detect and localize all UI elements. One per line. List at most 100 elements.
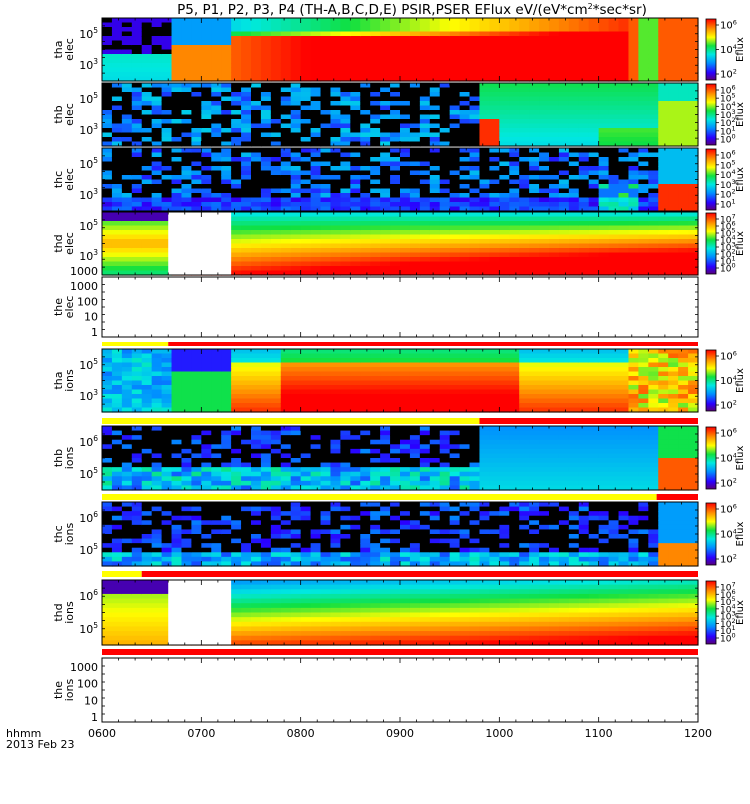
spectrogram-cell — [539, 97, 550, 102]
spectrogram-cell — [122, 119, 133, 124]
spectrogram-cell — [599, 83, 610, 88]
spectrogram-cell — [658, 124, 669, 129]
spectrogram-cell — [678, 148, 689, 153]
spectrogram-cell — [499, 175, 510, 180]
spectrogram-cell — [231, 157, 242, 162]
spectrogram-cell — [668, 239, 679, 244]
spectrogram-cell — [549, 18, 560, 23]
spectrogram-cell — [122, 115, 133, 120]
spectrogram-cell — [648, 110, 659, 115]
spectrogram-cell — [400, 59, 411, 64]
spectrogram-cell — [330, 198, 341, 203]
spectrogram-cell — [648, 148, 659, 153]
spectrogram-cell — [191, 162, 202, 167]
spectrogram-cell — [470, 59, 481, 64]
spectrogram-cell — [241, 133, 252, 138]
spectrogram-cell — [400, 36, 411, 41]
spectrogram-cell — [311, 193, 322, 198]
spectrogram-cell — [102, 476, 113, 481]
spectrogram-cell — [152, 157, 163, 162]
spectrogram-cell — [479, 381, 490, 386]
spectrogram-cell — [211, 157, 222, 162]
spectrogram-cell — [181, 390, 192, 395]
spectrogram-cell — [102, 244, 113, 249]
spectrogram-cell — [678, 399, 689, 404]
spectrogram-cell — [619, 175, 630, 180]
spectrogram-cell — [539, 372, 550, 377]
spectrogram-cell — [559, 18, 570, 23]
spectrogram-cell — [688, 92, 699, 97]
spectrogram-cell — [400, 390, 411, 395]
spectrogram-cell — [648, 390, 659, 395]
spectrogram-cell — [559, 385, 570, 390]
spectrogram-cell — [281, 162, 292, 167]
spectrogram-cell — [539, 349, 550, 354]
spectrogram-cell — [251, 110, 262, 115]
spectrogram-cell — [281, 88, 292, 93]
spectrogram-cell — [152, 435, 163, 440]
spectrogram-cell — [370, 385, 381, 390]
spectrogram-cell — [360, 45, 371, 50]
spectrogram-cell — [201, 110, 212, 115]
spectrogram-cell — [132, 266, 143, 271]
spectrogram-cell — [191, 390, 202, 395]
spectrogram-cell — [549, 239, 560, 244]
spectrogram-cell — [221, 36, 232, 41]
y-tick-label: 105 — [79, 156, 98, 171]
spectrogram-cell — [470, 171, 481, 176]
spectrogram-cell — [519, 363, 530, 368]
spectrogram-cell — [440, 106, 451, 111]
spectrogram-cell — [450, 354, 461, 359]
spectrogram-cell — [291, 394, 302, 399]
spectrogram-cell — [241, 184, 252, 189]
spectrogram-cell — [221, 166, 232, 171]
spectrogram-cell — [549, 198, 560, 203]
spectrogram-cell — [321, 110, 332, 115]
spectrogram-cell — [340, 253, 351, 258]
spectrogram-cell — [529, 68, 540, 73]
spectrogram-cell — [152, 83, 163, 88]
spectrogram-cell — [132, 72, 143, 77]
spectrogram-cell — [112, 257, 123, 262]
spectrogram-cell — [291, 372, 302, 377]
spectrogram-cell — [470, 399, 481, 404]
spectrogram-cell — [102, 444, 113, 449]
spectrogram-cell — [668, 162, 679, 167]
spectrogram-cell — [430, 180, 441, 185]
spectrogram-cell — [589, 119, 600, 124]
spectrogram-cell — [668, 212, 679, 217]
spectrogram-cell — [201, 54, 212, 59]
spectrogram-cell — [321, 63, 332, 68]
spectrogram-cell — [509, 171, 520, 176]
spectrogram-cell — [241, 92, 252, 97]
spectrogram-cell — [539, 36, 550, 41]
spectrogram-cell — [589, 115, 600, 120]
spectrogram-cell — [390, 83, 401, 88]
spectrogram-cell — [211, 83, 222, 88]
spectrogram-cell — [509, 92, 520, 97]
spectrogram-cell — [261, 239, 272, 244]
spectrogram-cell — [142, 92, 153, 97]
spectrogram-cell — [311, 363, 322, 368]
spectrogram-cell — [271, 133, 282, 138]
spectrogram-cell — [251, 83, 262, 88]
spectrogram-cell — [648, 262, 659, 267]
spectrogram-cell — [152, 266, 163, 271]
spectrogram-cell — [648, 32, 659, 37]
spectrogram-cell — [479, 63, 490, 68]
spectrogram-cell — [181, 97, 192, 102]
spectrogram-cell — [619, 212, 630, 217]
spectrogram-cell — [549, 257, 560, 262]
spectrogram-cell — [509, 153, 520, 158]
spectrogram-cell — [201, 363, 212, 368]
spectrogram-cell — [420, 235, 431, 240]
spectrogram-cell — [470, 394, 481, 399]
spectrogram-cell — [420, 180, 431, 185]
spectrogram-cell — [678, 354, 689, 359]
spectrogram-cell — [619, 36, 630, 41]
spectrogram-cell — [102, 248, 113, 253]
spectrogram-cell — [440, 115, 451, 120]
spectrogram-cell — [370, 390, 381, 395]
spectrogram-cell — [211, 97, 222, 102]
spectrogram-cell — [201, 171, 212, 176]
